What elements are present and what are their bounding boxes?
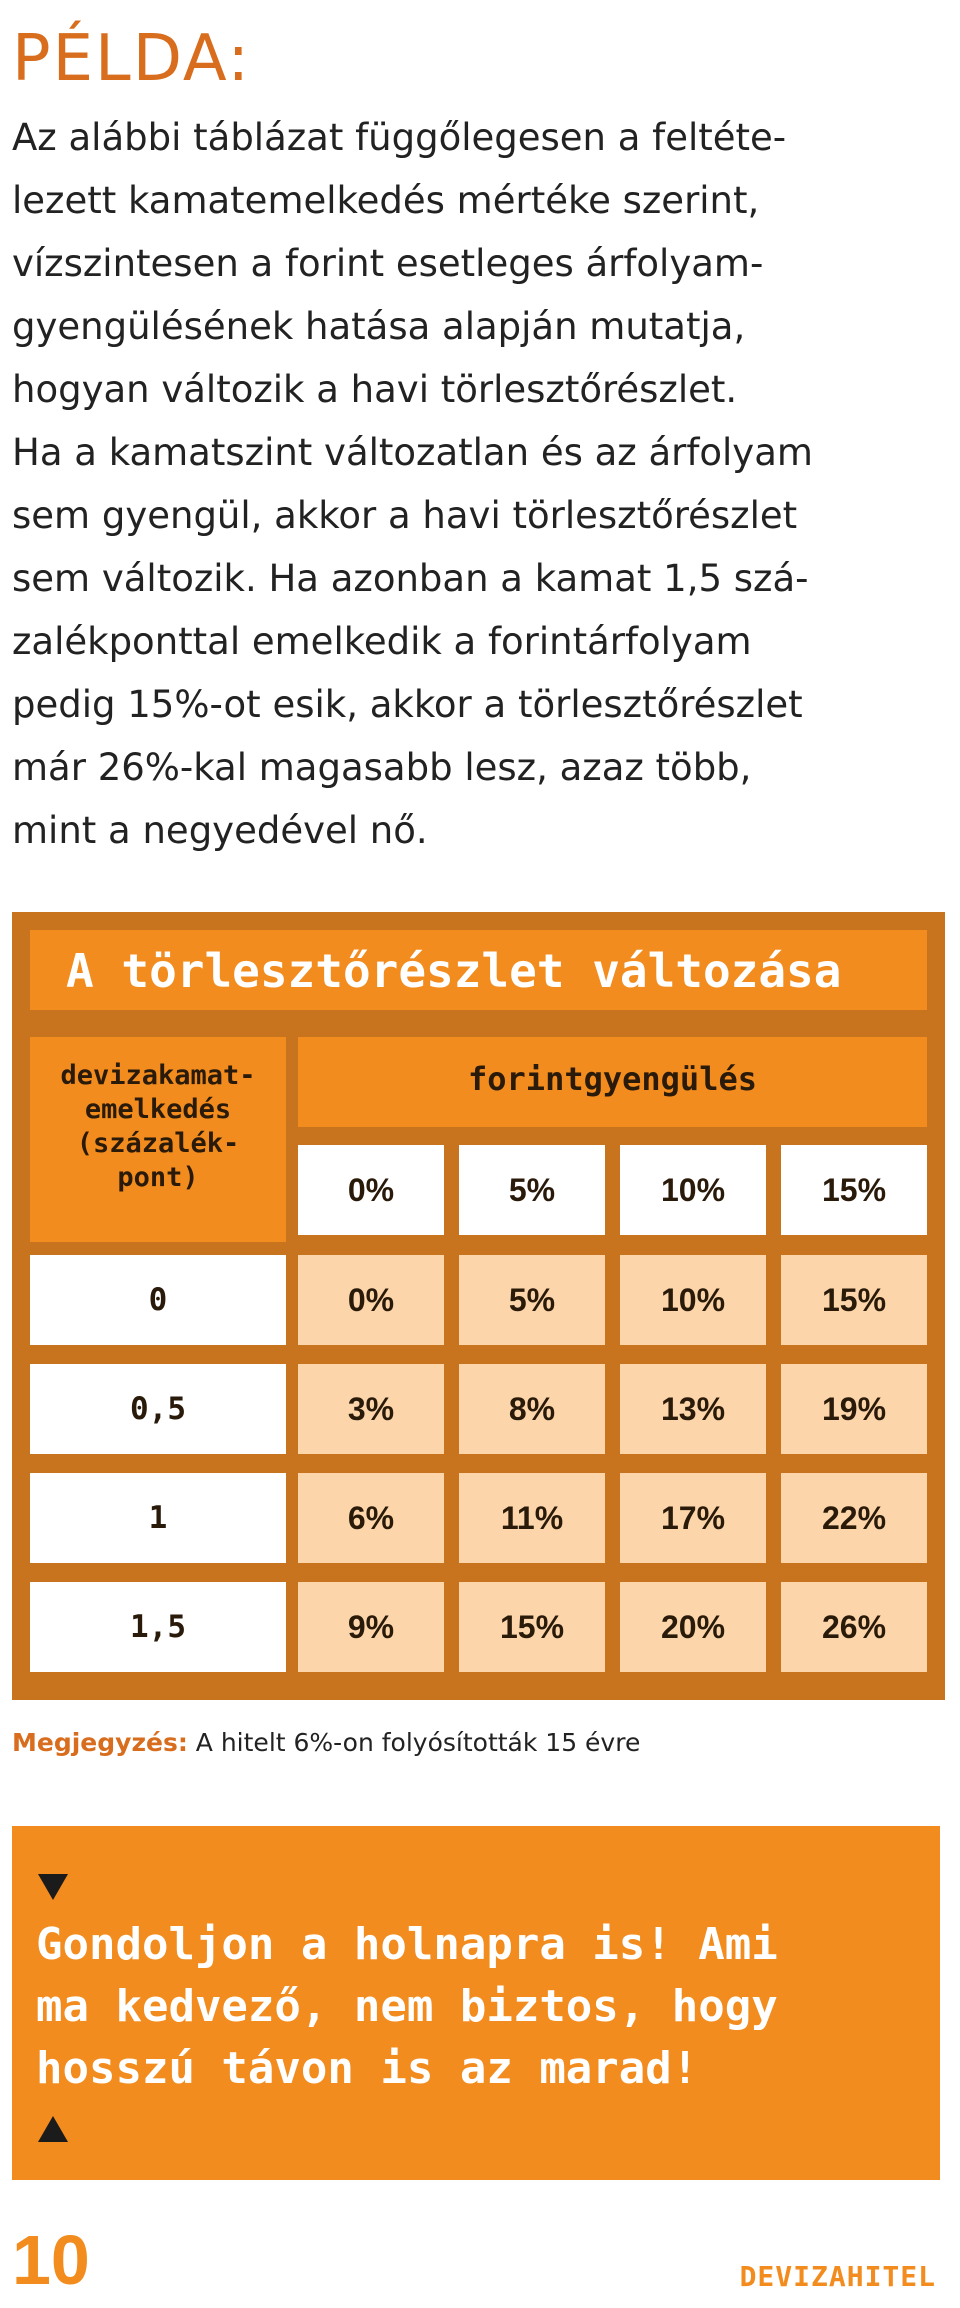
row-header-label: devizakamat- emelkedés (százalék- pont) (30, 1059, 286, 1195)
row-label-cell: 0,5 (30, 1364, 286, 1454)
footer-title: DEVIZAHITEL (739, 2260, 936, 2293)
intro-line: zalékponttal emelkedik a forintárfolyam (12, 620, 752, 663)
intro-paragraph: Az alábbi táblázat függőlegesen a feltét… (12, 106, 942, 862)
note-label: Megjegyzés: (12, 1728, 188, 1757)
table-cell: 10% (620, 1255, 766, 1345)
intro-line: pedig 15%-ot esik, akkor a törlesztőrész… (12, 683, 803, 726)
row-header-line: (százalék- (76, 1128, 240, 1159)
table-cell: 20% (620, 1582, 766, 1672)
intro-line: lezett kamatemelkedés mértéke szerint, (12, 179, 760, 222)
table-cell: 15% (459, 1582, 605, 1672)
note-text: A hitelt 6%-on folyósították 15 évre (187, 1728, 641, 1757)
row-header-line: pont) (117, 1162, 199, 1193)
table-title-bar: A törlesztőrészlet változása (30, 930, 927, 1010)
intro-line: hogyan változik a havi törlesztőrészlet. (12, 368, 738, 411)
column-header: forintgyengülés (298, 1037, 927, 1127)
intro-line: sem változik. Ha azonban a kamat 1,5 szá… (12, 557, 809, 600)
row-label-cell: 1 (30, 1473, 286, 1563)
table-cell: 0% (298, 1255, 444, 1345)
table-cell: 15% (781, 1255, 927, 1345)
table-title: A törlesztőrészlet változása (66, 944, 842, 998)
callout-text: Gondoljon a holnapra is! Ami ma kedvező,… (36, 1914, 778, 2100)
intro-line: sem gyengül, akkor a havi törlesztőrészl… (12, 494, 798, 537)
table-cell: 9% (298, 1582, 444, 1672)
callout-line: ma kedvező, nem biztos, hogy (36, 1981, 778, 2032)
table-cell: 8% (459, 1364, 605, 1454)
callout-box: Gondoljon a holnapra is! Ami ma kedvező,… (12, 1826, 940, 2180)
table-cell: 19% (781, 1364, 927, 1454)
installment-change-table: A törlesztőrészlet változása devizakamat… (12, 912, 945, 1700)
column-header-cell: 10% (620, 1145, 766, 1235)
callout-line: Gondoljon a holnapra is! Ami (36, 1919, 778, 1970)
column-header-label: forintgyengülés (468, 1060, 757, 1098)
row-label-cell: 1,5 (30, 1582, 286, 1672)
table-cell: 26% (781, 1582, 927, 1672)
intro-line: mint a negyedével nő. (12, 809, 428, 852)
page-number: 10 (12, 2221, 90, 2299)
row-header: devizakamat- emelkedés (százalék- pont) (30, 1037, 286, 1242)
column-header-cell: 5% (459, 1145, 605, 1235)
table-cell: 13% (620, 1364, 766, 1454)
intro-line: Ha a kamatszint változatlan és az árfoly… (12, 431, 813, 474)
callout-line: hosszú távon is az marad! (36, 2043, 699, 2094)
triangle-down-icon (38, 1874, 68, 1900)
column-header-cell: 15% (781, 1145, 927, 1235)
table-cell: 3% (298, 1364, 444, 1454)
table-cell: 5% (459, 1255, 605, 1345)
column-header-cell: 0% (298, 1145, 444, 1235)
table-cell: 22% (781, 1473, 927, 1563)
row-header-line: emelkedés (84, 1094, 232, 1125)
page-heading: PÉLDA: (12, 22, 252, 96)
row-label-cell: 0 (30, 1255, 286, 1345)
table-cell: 6% (298, 1473, 444, 1563)
note: Megjegyzés: A hitelt 6%-on folyósították… (12, 1726, 640, 1760)
intro-line: vízszintesen a forint esetleges árfolyam… (12, 242, 764, 285)
triangle-up-icon (38, 2116, 68, 2142)
table-cell: 11% (459, 1473, 605, 1563)
row-header-line: devizakamat- (60, 1060, 256, 1091)
intro-line: Az alábbi táblázat függőlegesen a feltét… (12, 116, 787, 159)
table-cell: 17% (620, 1473, 766, 1563)
intro-line: gyengülésének hatása alapján mutatja, (12, 305, 746, 348)
intro-line: már 26%-kal magasabb lesz, azaz több, (12, 746, 752, 789)
